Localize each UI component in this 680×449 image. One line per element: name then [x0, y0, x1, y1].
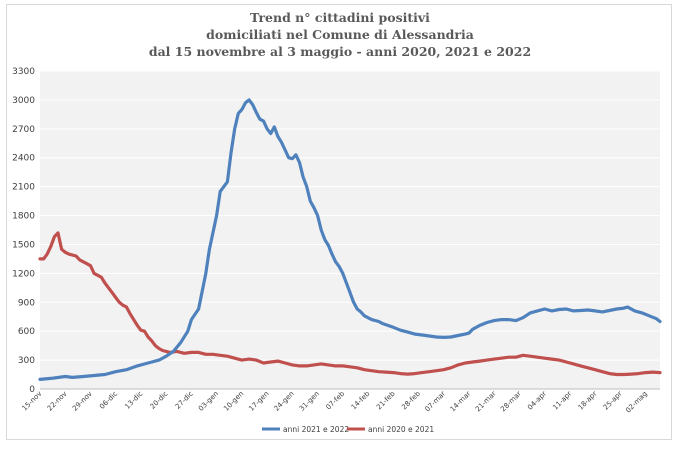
x-tick-label: 21-mar	[474, 390, 498, 414]
y-tick-label: 2700	[12, 125, 35, 135]
x-axis: 15-nov 22-nov 29-nov 06-dic 13-dic 20-dic 27-d…	[21, 389, 649, 414]
legend: anni 2021 e 2022 anni 2020 e 2021	[262, 425, 434, 434]
x-tick-label: 07-feb	[325, 389, 347, 411]
x-tick-label: 06-dic	[98, 390, 119, 411]
x-tick-label: 14-feb	[350, 389, 372, 411]
x-tick-label: 18-apr	[577, 390, 599, 412]
chart-title-line-1: Trend n° cittadini positivi	[250, 10, 430, 25]
y-tick-label: 300	[18, 356, 35, 366]
y-tick-label: 2100	[12, 183, 35, 193]
y-tick-label: 1500	[12, 240, 35, 250]
y-tick-label: 3000	[12, 96, 35, 106]
chart-title: Trend n° cittadini positivi domiciliati …	[0, 9, 680, 60]
x-tick-label: 07-mar	[424, 390, 448, 414]
chart-title-line-3: dal 15 novembre al 3 maggio - anni 2020,…	[148, 44, 532, 59]
x-tick-label: 14-mar	[449, 390, 473, 414]
y-tick-label: 2400	[12, 154, 35, 164]
x-tick-label: 28-mar	[499, 390, 523, 414]
legend-label: anni 2020 e 2021	[368, 425, 434, 434]
y-tick-label: 0	[29, 385, 35, 395]
y-tick-label: 3300	[12, 67, 35, 77]
y-tick-label: 1800	[12, 212, 35, 222]
x-tick-label: 28-feb	[400, 389, 422, 411]
x-tick-label: 02-mag	[624, 390, 649, 415]
series-line	[38, 231, 662, 377]
x-tick-label: 27-dic	[174, 390, 195, 411]
x-tick-label: 13-dic	[123, 390, 144, 411]
legend-label: anni 2021 e 2022	[283, 425, 349, 434]
x-tick-label: 21-feb	[375, 389, 397, 411]
y-axis: 0 300 600 900 1200 1500 1800 2100 2400 2700 3000 33…	[12, 67, 35, 395]
series-line	[38, 98, 662, 381]
x-tick-label: 25-apr	[602, 390, 624, 412]
x-tick-label: 22-nov	[46, 390, 69, 413]
x-tick-label: 20-dic	[149, 390, 170, 411]
x-tick-label: 04-apr	[526, 390, 548, 412]
chart-title-line-2: domiciliati nel Comune di Alessandria	[206, 27, 474, 42]
y-tick-label: 900	[18, 298, 35, 308]
y-tick-label: 600	[18, 327, 35, 337]
x-tick-label: 17-gen	[247, 390, 270, 413]
x-tick-label: 24-gen	[273, 390, 296, 413]
x-tick-label: 03-gen	[197, 390, 220, 413]
x-tick-label: 11-apr	[551, 390, 573, 412]
x-tick-label: 31-gen	[298, 390, 321, 413]
plot-area	[40, 71, 660, 389]
x-tick-label: 10-gen	[222, 390, 245, 413]
series-lines	[38, 98, 662, 381]
y-tick-label: 1200	[12, 269, 35, 279]
x-tick-label: 29-nov	[71, 390, 94, 413]
